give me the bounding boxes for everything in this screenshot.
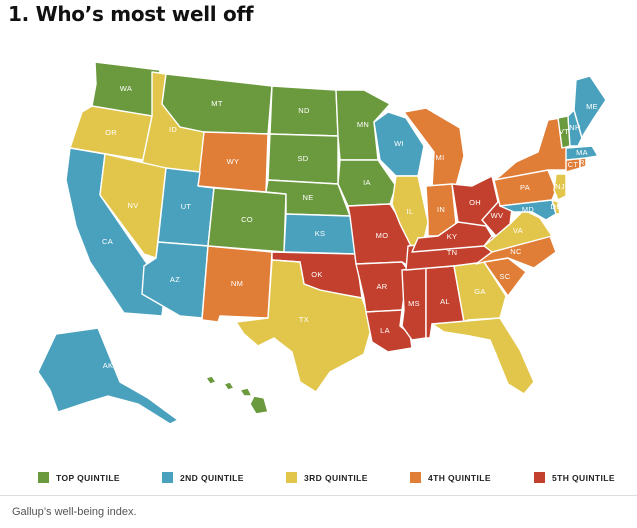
state-label-WY: WY <box>227 157 240 166</box>
legend-label: 2ND QUINTILE <box>180 472 244 483</box>
state-label-UT: UT <box>181 202 192 211</box>
legend-swatch-fourth <box>410 472 421 483</box>
state-label-MS: MS <box>408 299 420 308</box>
state-label-CA: CA <box>102 237 113 246</box>
state-label-NC: NC <box>510 247 522 256</box>
us-state-map: WA OR CA ID NV MT WY UT AZ CO NM ND SD NE KS OK TX MN IA MO… <box>37 61 607 425</box>
state-HI <box>205 375 269 415</box>
state-MN <box>335 89 391 161</box>
source-note: Gallup’s well-being index. <box>12 506 137 518</box>
page-title: 1. Who’s most well off <box>8 2 254 26</box>
state-AK <box>37 327 179 425</box>
state-label-KY: KY <box>447 232 458 241</box>
state-TX <box>235 259 373 393</box>
state-label-TX: TX <box>299 315 309 324</box>
state-label-IN: IN <box>437 205 445 214</box>
state-label-OR: OR <box>105 128 117 137</box>
state-label-MD: MD <box>522 205 535 214</box>
state-label-DE: DE <box>550 202 561 211</box>
legend-swatch-third <box>286 472 297 483</box>
legend-label: 3RD QUINTILE <box>304 472 368 483</box>
state-label-NV: NV <box>127 201 138 210</box>
state-label-VA: VA <box>513 226 523 235</box>
state-label-NY: NY <box>525 144 536 153</box>
state-KY <box>411 221 493 253</box>
state-ME <box>573 75 607 139</box>
state-label-AK: AK <box>103 361 114 370</box>
state-label-ID: ID <box>169 125 177 134</box>
state-label-MI: MI <box>436 153 445 162</box>
legend: TOP QUINTILE 2ND QUINTILE 3RD QUINTILE 4… <box>38 472 614 488</box>
state-label-PA: PA <box>520 183 530 192</box>
legend-label: 4TH QUINTILE <box>428 472 491 483</box>
legend-label: 5TH QUINTILE <box>552 472 615 483</box>
state-label-MA: MA <box>576 148 588 157</box>
legend-label: TOP QUINTILE <box>56 472 120 483</box>
legend-swatch-fifth <box>534 472 545 483</box>
state-label-SD: SD <box>297 154 308 163</box>
state-label-OK: OK <box>311 270 322 279</box>
legend-item-second: 2ND QUINTILE <box>162 472 244 483</box>
state-label-FL: FL <box>488 347 497 356</box>
state-label-AR: AR <box>376 282 387 291</box>
state-label-ME: ME <box>586 102 598 111</box>
state-label-AL: AL <box>440 297 450 306</box>
state-label-TN: TN <box>447 248 458 257</box>
state-label-VT: VT <box>559 127 569 136</box>
state-MA <box>565 145 599 161</box>
state-LA <box>365 309 413 353</box>
state-label-OH: OH <box>469 198 481 207</box>
state-label-HI: HI <box>233 414 241 423</box>
state-label-MN: MN <box>357 120 369 129</box>
state-VA <box>483 209 553 253</box>
state-label-ND: ND <box>298 106 310 115</box>
state-label-MT: MT <box>211 99 223 108</box>
legend-item-top: TOP QUINTILE <box>38 472 120 483</box>
state-label-NM: NM <box>231 279 243 288</box>
state-NH <box>567 109 583 147</box>
state-label-LA: LA <box>380 326 390 335</box>
state-label-AZ: AZ <box>170 275 180 284</box>
state-FL <box>431 317 535 395</box>
state-label-WV: WV <box>491 211 504 220</box>
state-label-RI: RI <box>579 158 587 167</box>
state-label-WA: WA <box>120 84 132 93</box>
state-NV <box>99 153 167 259</box>
state-label-IA: IA <box>363 178 371 187</box>
state-label-WI: WI <box>394 139 404 148</box>
divider <box>0 495 637 496</box>
state-label-GA: GA <box>474 287 485 296</box>
state-label-SC: SC <box>499 272 510 281</box>
state-label-NE: NE <box>302 193 313 202</box>
state-label-KS: KS <box>315 229 326 238</box>
state-label-CT: CT <box>568 160 579 169</box>
legend-swatch-second <box>162 472 173 483</box>
legend-swatch-top <box>38 472 49 483</box>
state-DE <box>551 199 561 215</box>
legend-item-fourth: 4TH QUINTILE <box>410 472 491 483</box>
state-label-CO: CO <box>241 215 253 224</box>
legend-item-fifth: 5TH QUINTILE <box>534 472 615 483</box>
state-WI <box>373 111 425 177</box>
state-NJ <box>553 173 567 201</box>
state-label-IL: IL <box>407 207 414 216</box>
state-label-NH: NH <box>569 123 580 132</box>
us-map: WA OR CA ID NV MT WY UT AZ CO NM ND SD NE KS OK TX MN IA MO… <box>0 40 637 460</box>
legend-item-third: 3RD QUINTILE <box>286 472 368 483</box>
state-label-MO: MO <box>376 231 389 240</box>
state-MI <box>403 107 465 189</box>
state-label-NJ: NJ <box>555 182 565 191</box>
